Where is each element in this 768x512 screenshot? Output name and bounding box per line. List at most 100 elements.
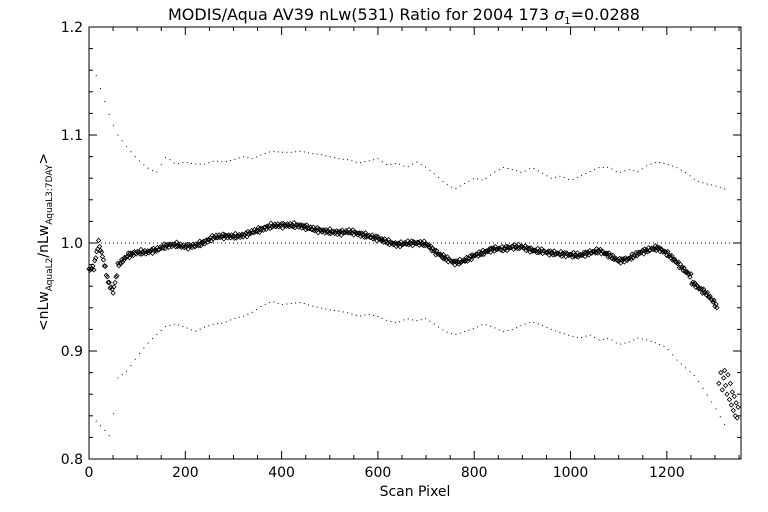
lower-bound-point (95, 420, 97, 422)
mean-point (287, 220, 293, 227)
upper-bound-point (594, 169, 596, 171)
lower-bound-point (182, 325, 184, 327)
lower-bound-point (542, 325, 544, 327)
mean-point (267, 225, 273, 232)
mean-point (222, 232, 228, 238)
upper-bound-point (299, 150, 301, 152)
upper-bound-point (485, 177, 487, 179)
x-tick-label: 200 (172, 465, 199, 481)
upper-bound-point (585, 172, 587, 174)
mean-point (114, 272, 120, 279)
edge-point (734, 415, 740, 421)
mean-point (700, 286, 707, 292)
lower-bound-point (685, 367, 687, 369)
lower-bound-point (568, 334, 570, 336)
lower-bound-series (95, 301, 726, 437)
mean-point (426, 244, 432, 250)
lower-bound-point (429, 320, 431, 322)
lower-bound-point (299, 302, 301, 304)
lower-bound-point (672, 354, 674, 356)
upper-bound-point (321, 154, 323, 156)
upper-bound-point (308, 152, 310, 154)
lower-bound-point (529, 322, 531, 324)
upper-bound-point (524, 170, 526, 172)
upper-bound-point (368, 160, 370, 162)
mean-point (405, 238, 411, 244)
mean-point (711, 297, 717, 303)
upper-bound-point (637, 171, 639, 173)
upper-bound-point (243, 156, 245, 158)
upper-bound-point (147, 167, 149, 169)
lower-bound-point (338, 310, 340, 312)
lower-bound-point (620, 343, 622, 345)
upper-bound-point (178, 163, 180, 165)
lower-bound-point (277, 302, 279, 304)
edge-point (721, 367, 728, 374)
upper-bound-point (277, 151, 279, 153)
lower-bound-point (581, 337, 583, 339)
lower-bound-point (160, 329, 162, 331)
mean-point (688, 271, 694, 277)
upper-bound-point (204, 163, 206, 165)
upper-bound-point (351, 160, 353, 162)
mean-point (416, 242, 423, 248)
edge-point (725, 372, 731, 378)
mean-point (606, 250, 612, 256)
mean-point (276, 224, 282, 230)
upper-bound-point (312, 153, 314, 155)
y-tick-label: 1.1 (61, 128, 83, 144)
mean-point (93, 255, 99, 261)
lower-bound-point (286, 303, 288, 305)
lower-bound-point (316, 306, 318, 308)
upper-bound-point (264, 152, 266, 154)
mean-point (323, 226, 329, 233)
upper-bound-point (468, 180, 470, 182)
lower-bound-point (511, 329, 513, 331)
upper-bound-point (113, 124, 115, 126)
edge-point (722, 382, 729, 389)
upper-bound-point (706, 183, 708, 185)
mean-point (710, 299, 716, 305)
lower-bound-point (420, 319, 422, 321)
mean-point (489, 247, 496, 253)
upper-bound-point (516, 170, 518, 172)
upper-bound-point (238, 157, 240, 159)
mean-point (120, 259, 126, 265)
upper-bound-point (650, 163, 652, 165)
mean-point (628, 256, 634, 262)
lower-bound-point (269, 301, 271, 303)
mean-point (91, 267, 97, 273)
lower-bound-point (693, 375, 695, 377)
upper-bound-point (602, 166, 604, 168)
upper-bound-point (433, 173, 435, 175)
upper-bound-point (186, 161, 188, 163)
lower-bound-point (113, 413, 115, 415)
mean-point (651, 246, 658, 253)
lower-bound-point (108, 435, 110, 437)
lower-bound-point (607, 337, 609, 339)
lower-bound-point (706, 394, 708, 396)
lower-bound-point (403, 319, 405, 321)
upper-bound-point (446, 184, 448, 186)
lower-bound-point (243, 315, 245, 317)
lower-bound-point (273, 301, 275, 303)
lower-bound-point (572, 335, 574, 337)
upper-bound-point (173, 162, 175, 164)
mean-point (355, 230, 362, 236)
lower-bound-point (650, 340, 652, 342)
upper-bound-point (342, 158, 344, 160)
lower-bound-point (100, 425, 102, 427)
upper-bound-point (451, 186, 453, 188)
upper-bound-point (425, 166, 427, 168)
mean-point (314, 224, 320, 231)
lower-bound-point (256, 309, 258, 311)
lower-bound-point (494, 327, 496, 329)
mean-point (362, 230, 369, 236)
lower-bound-point (715, 408, 717, 410)
upper-bound-point (624, 170, 626, 172)
edge-point (735, 404, 741, 410)
mean-point (380, 237, 386, 243)
mean-point (652, 243, 658, 249)
lower-bound-point (477, 326, 479, 328)
upper-bound-point (520, 171, 522, 173)
